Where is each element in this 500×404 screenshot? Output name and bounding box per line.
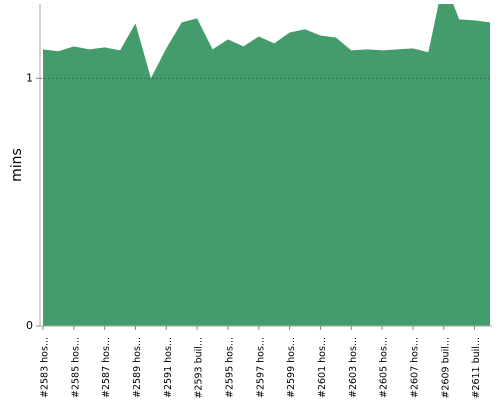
x-tick-label: #2583 hos... [40, 337, 51, 398]
x-tick-label: #2601 hos... [317, 337, 328, 398]
x-tick-label: #2591 hos... [163, 337, 174, 398]
x-tick-label: #2593 buil... [194, 337, 205, 399]
area [43, 4, 490, 326]
x-tick-label: #2607 hos... [409, 337, 420, 398]
x-tick-label: #2599 hos... [286, 337, 297, 398]
x-tick-label: #2597 hos... [255, 337, 266, 398]
y-tick-label: 1 [26, 71, 33, 84]
x-tick-label: #2585 hos... [70, 337, 81, 398]
x-tick-label: #2587 hos... [101, 337, 112, 398]
y-axis-label: mins [9, 148, 25, 182]
x-tick-label: #2589 hos... [132, 337, 143, 398]
x-tick-label: #2605 hos... [379, 337, 390, 398]
x-tick-label: #2611 buil... [471, 337, 482, 399]
x-tick-label: #2603 hos... [348, 337, 359, 398]
x-tick-label: #2595 hos... [224, 337, 235, 398]
x-tick-label: #2609 buil... [440, 337, 451, 399]
y-tick-label: 0 [26, 319, 33, 332]
